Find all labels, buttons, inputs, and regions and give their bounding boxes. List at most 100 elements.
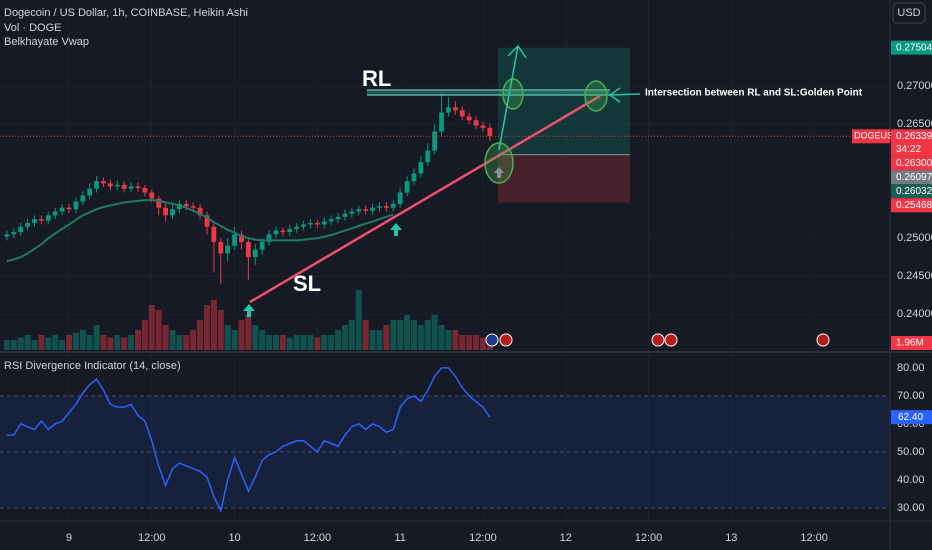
- volume-bar: [473, 335, 480, 350]
- volume-bar: [245, 315, 252, 350]
- candle-body: [66, 207, 72, 210]
- candle-body: [121, 184, 127, 189]
- event-icon[interactable]: [485, 333, 499, 347]
- candle-body: [190, 206, 196, 208]
- candle-body: [197, 207, 203, 216]
- candle-body: [252, 249, 258, 258]
- volume-bar: [431, 315, 438, 350]
- candle-body: [404, 181, 410, 193]
- annotation-note: Intersection between RL and SL:Golden Po…: [645, 88, 863, 99]
- candle-body: [411, 173, 417, 182]
- candle-body: [25, 222, 30, 227]
- event-icon[interactable]: [816, 333, 830, 347]
- signal-arrow: [243, 304, 255, 317]
- signal-arrow: [390, 223, 402, 236]
- volume-bar: [445, 330, 452, 350]
- drawings: RL SL Intersection between RL and SL:Gol…: [243, 44, 863, 347]
- candle-body: [128, 186, 134, 189]
- candle-body: [321, 221, 327, 225]
- countdown: 34:22: [896, 144, 921, 155]
- x-tick-label: 13: [725, 532, 737, 544]
- volume-bar: [24, 335, 31, 350]
- volume-bar: [397, 320, 404, 350]
- candle-body: [52, 211, 58, 216]
- candle-body: [287, 229, 293, 233]
- candle-body: [156, 198, 162, 208]
- volume-bar: [307, 335, 314, 350]
- volume-marker-label: 1.96M: [896, 338, 924, 349]
- event-icon[interactable]: [664, 333, 678, 347]
- price-marker: [891, 184, 932, 199]
- target-zone: [498, 47, 630, 155]
- volume-bar: [335, 330, 342, 350]
- candle-body: [87, 188, 93, 196]
- candle-body: [94, 181, 99, 189]
- candle-body: [418, 162, 424, 174]
- candle-body: [218, 241, 224, 254]
- candle-body: [170, 209, 175, 216]
- price-marker-label: 0.26032: [896, 186, 932, 197]
- volume-bar: [10, 340, 17, 350]
- candle-body: [204, 215, 210, 227]
- price-marker-label: 0.27504: [896, 42, 932, 53]
- volume-bar: [86, 335, 93, 350]
- volume-bar: [238, 320, 245, 350]
- volume-bar: [266, 335, 273, 350]
- volume-bar: [17, 337, 24, 350]
- volume-bar: [3, 340, 10, 350]
- candle-body: [439, 112, 444, 132]
- symbol-label: DOGEUSD: [854, 131, 900, 141]
- volume-bar: [162, 325, 169, 350]
- event-icon[interactable]: [651, 333, 665, 347]
- rsi-line: [6, 367, 491, 514]
- volume-bar: [114, 335, 121, 350]
- arrow-head: [507, 44, 527, 59]
- currency-label[interactable]: USD: [897, 7, 920, 19]
- volume-bar: [224, 325, 231, 350]
- volume-bar: [424, 320, 431, 350]
- annotation-rl: RL: [362, 66, 391, 91]
- volume-bar: [479, 337, 486, 350]
- candle-body: [301, 224, 306, 227]
- volume-bar: [79, 330, 86, 350]
- grid: [0, 395, 890, 509]
- price-marker: [891, 129, 932, 157]
- candle-body: [101, 181, 106, 184]
- currency-button[interactable]: [892, 2, 926, 24]
- price-marker: [891, 40, 932, 55]
- x-tick-label: 12:00: [304, 532, 332, 544]
- candle-body: [370, 207, 375, 211]
- candle-body: [432, 131, 438, 151]
- candle-body: [452, 107, 458, 111]
- candle-body: [239, 234, 244, 242]
- price-marker-label: 0.25468: [896, 200, 932, 211]
- price-marker-label: 0.26300: [896, 158, 932, 169]
- volume-bar: [272, 335, 279, 350]
- candle-body: [73, 201, 79, 210]
- circle-marker: [502, 78, 524, 110]
- volume-bar: [217, 310, 224, 350]
- volume-bar: [121, 337, 128, 350]
- x-tick-label: 12:00: [800, 532, 828, 544]
- candle-body: [225, 245, 231, 254]
- volume-marker: [891, 336, 932, 350]
- volume-bar: [134, 330, 141, 350]
- volume-bar: [362, 320, 369, 350]
- candle-body: [459, 110, 465, 117]
- event-icon[interactable]: [499, 333, 513, 347]
- circle-marker: [584, 80, 608, 112]
- sl-line: [249, 94, 601, 304]
- candle-body: [18, 226, 24, 233]
- volume-bar: [252, 325, 259, 350]
- stop-zone: [498, 154, 630, 203]
- candle-body: [487, 127, 493, 137]
- candle-body: [383, 206, 389, 208]
- volume-bar: [300, 335, 307, 350]
- price-marker-label: 0.26097: [896, 172, 932, 183]
- volume-bar: [390, 320, 397, 350]
- volume-bar: [466, 335, 473, 350]
- volume-bar: [203, 305, 210, 350]
